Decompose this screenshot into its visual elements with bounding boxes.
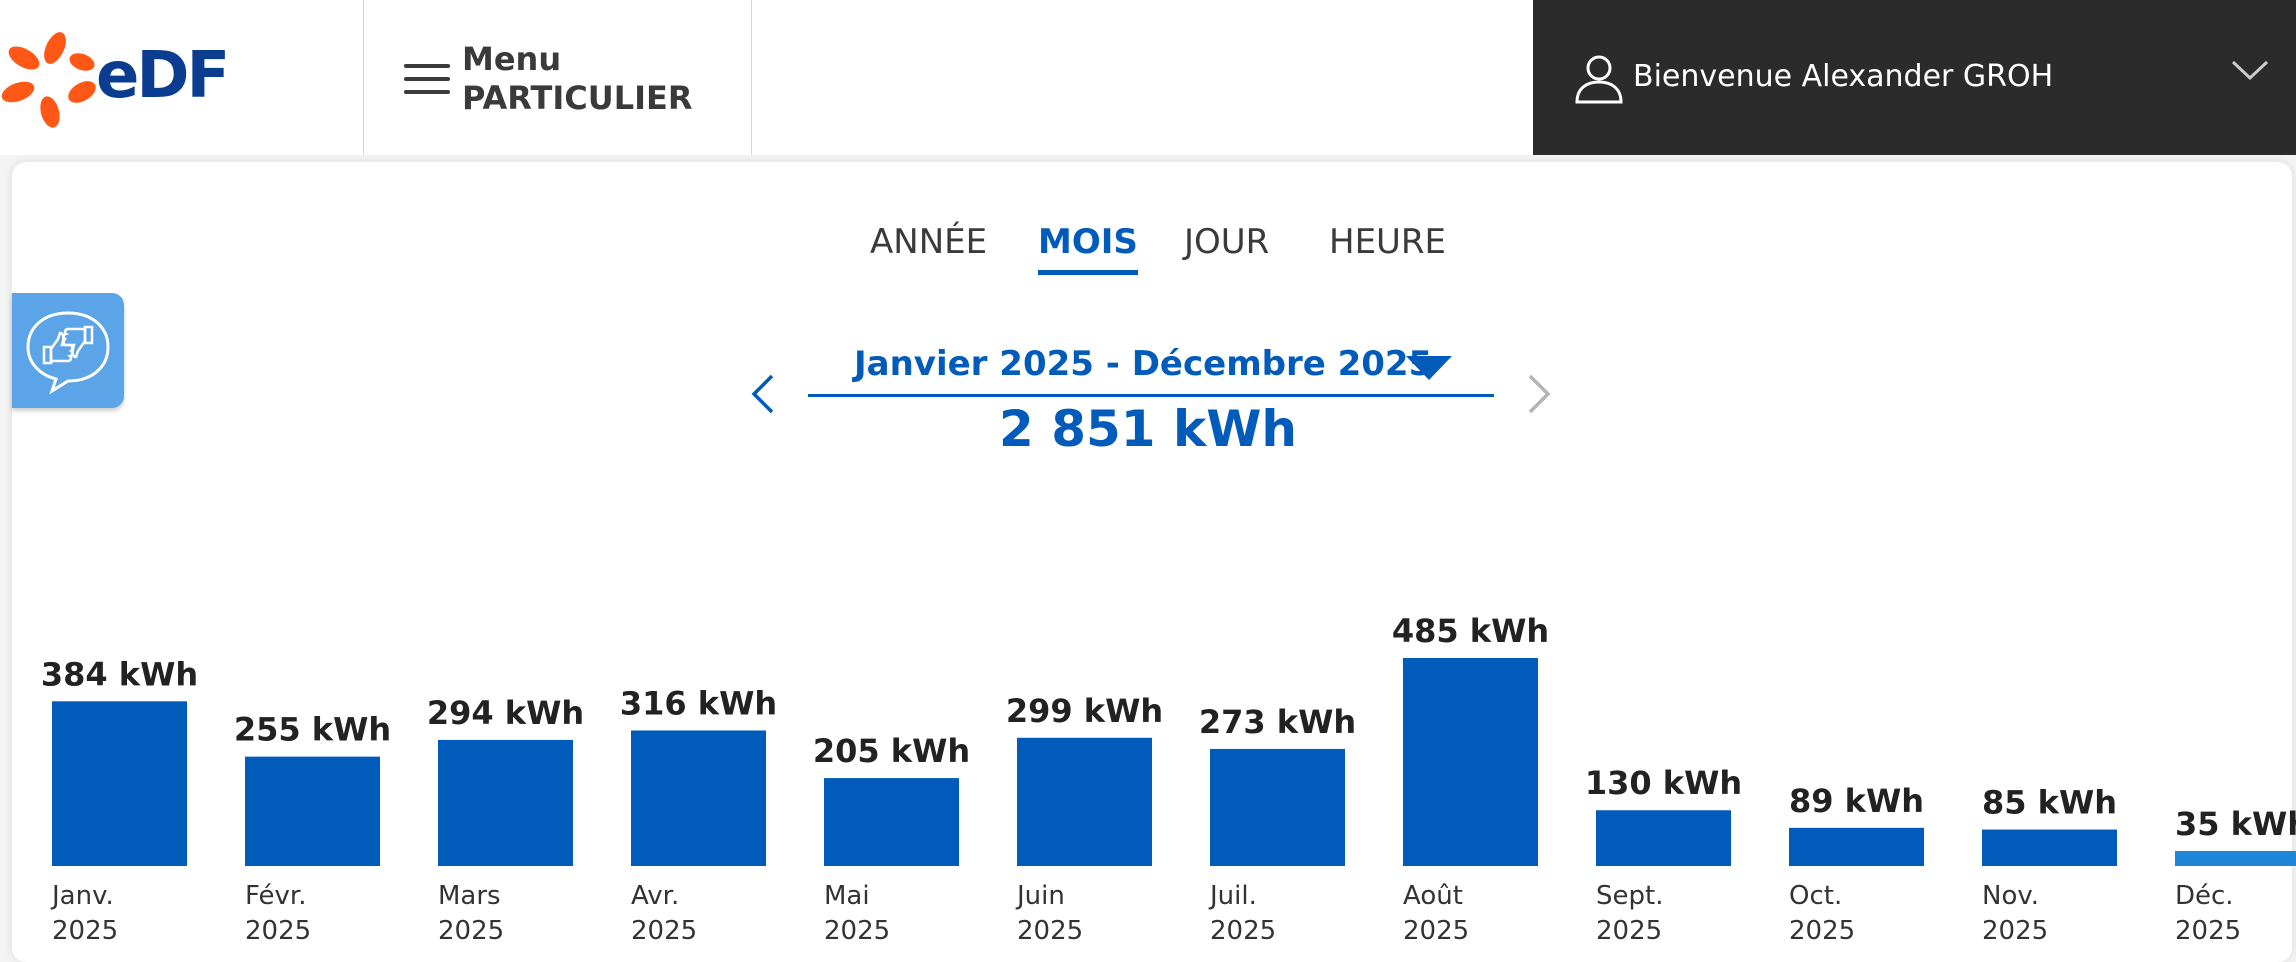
menu-label: Menu (462, 40, 562, 78)
feedback-button[interactable] (12, 293, 124, 408)
x-tick-year: 2025 (1210, 916, 1276, 946)
feedback-thumbs-icon (26, 311, 110, 395)
granularity-tabs: ANNÉE MOIS JOUR HEURE (12, 222, 2292, 282)
bar-value-label: 85 kWh (1982, 784, 2117, 822)
user-greeting: Bienvenue Alexander GROH (1633, 59, 2054, 94)
x-tick-month: Juil. (1208, 881, 1257, 911)
x-tick-month: Nov. (1982, 881, 2039, 911)
bar-12[interactable] (2175, 850, 2296, 866)
hamburger-icon (404, 62, 452, 98)
tab-jour[interactable]: JOUR (1184, 222, 1270, 262)
x-tick-year: 2025 (824, 916, 890, 946)
x-tick-month: Avr. (631, 881, 679, 911)
x-tick-year: 2025 (1596, 916, 1662, 946)
period-selector[interactable]: Janvier 2025 - Décembre 2025 (808, 338, 1494, 397)
bar-value-label: 89 kWh (1789, 782, 1924, 820)
bar-5[interactable] (824, 778, 959, 866)
bar-value-label: 299 kWh (1006, 692, 1163, 730)
bar-8[interactable] (1403, 658, 1538, 866)
x-tick-month: Oct. (1789, 881, 1842, 911)
x-tick-year: 2025 (438, 916, 504, 946)
bar-9[interactable] (1596, 810, 1731, 866)
bar-6[interactable] (1017, 737, 1152, 866)
period-label: Janvier 2025 - Décembre 2025 (854, 344, 1433, 384)
x-tick-month: Janv. (50, 881, 114, 911)
monthly-consumption-chart: 384 kWh Janv. 2025 255 kWh Févr. 2025 294 kWh M… (0, 560, 2296, 948)
next-period-arrow-icon[interactable] (1524, 372, 1554, 416)
edf-logo-text: eDF (96, 39, 230, 113)
tab-mois[interactable]: MOIS (1038, 222, 1138, 275)
bar-value-label: 205 kWh (813, 732, 970, 770)
x-tick-year: 2025 (631, 916, 697, 946)
x-tick-month: Juin (1015, 881, 1065, 911)
bar-3[interactable] (438, 739, 573, 866)
x-tick-month: Févr. (245, 881, 306, 911)
bar-1[interactable] (52, 701, 187, 866)
x-tick-year: 2025 (1982, 916, 2048, 946)
top-header: eDF Menu PARTICULIER Bienvenue Alexander… (0, 0, 2296, 155)
x-tick-month: Déc. (2175, 881, 2234, 911)
header-divider (751, 0, 752, 155)
menu-section-label: PARTICULIER (462, 79, 693, 117)
x-tick-month: Mai (824, 881, 870, 911)
bar-value-label: 35 kWh (2175, 805, 2296, 843)
bar-chart-svg: 384 kWh Janv. 2025 255 kWh Févr. 2025 294 kWh M… (41, 612, 2296, 946)
x-tick-year: 2025 (245, 916, 311, 946)
x-tick-year: 2025 (2175, 916, 2241, 946)
x-tick-year: 2025 (52, 916, 118, 946)
user-account-menu[interactable]: Bienvenue Alexander GROH (1533, 0, 2296, 155)
tab-annee[interactable]: ANNÉE (870, 222, 988, 262)
chevron-down-icon (2231, 60, 2269, 81)
bar-2[interactable] (245, 756, 380, 866)
previous-period-arrow-icon[interactable] (748, 372, 778, 416)
x-tick-year: 2025 (1789, 916, 1855, 946)
x-tick-year: 2025 (1017, 916, 1083, 946)
caret-down-icon (1406, 356, 1452, 380)
bar-value-label: 273 kWh (1199, 703, 1356, 741)
x-tick-year: 2025 (1403, 916, 1469, 946)
bar-value-label: 485 kWh (1392, 612, 1549, 650)
x-tick-month: Sept. (1596, 881, 1663, 911)
bar-4[interactable] (631, 730, 766, 866)
total-consumption: 2 851 kWh (999, 400, 1297, 458)
edf-sun-icon (1, 32, 96, 128)
bar-value-label: 316 kWh (620, 684, 777, 722)
bar-value-label: 384 kWh (41, 655, 198, 693)
x-tick-month: Août (1403, 881, 1463, 911)
bar-value-label: 294 kWh (427, 694, 584, 732)
bar-value-label: 130 kWh (1585, 764, 1742, 802)
bar-10[interactable] (1789, 827, 1924, 866)
header-divider (363, 0, 364, 155)
bar-value-label: 255 kWh (234, 711, 391, 749)
edf-logo[interactable]: eDF (0, 30, 230, 130)
bar-7[interactable] (1210, 748, 1345, 866)
bar-11[interactable] (1982, 829, 2117, 866)
user-icon (1575, 55, 1623, 104)
x-tick-month: Mars (438, 881, 501, 911)
tab-heure[interactable]: HEURE (1329, 222, 1447, 262)
